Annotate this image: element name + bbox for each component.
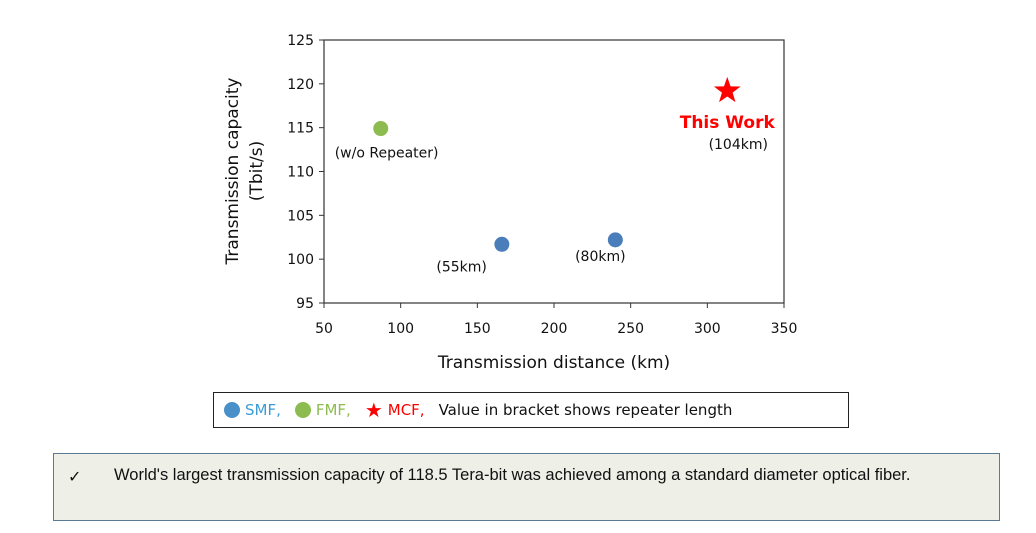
point-label: (80km) <box>575 249 625 265</box>
legend-fmf-label: FMF, <box>315 401 351 419</box>
y-axis-title-line2: (Tbit/s) <box>247 141 267 201</box>
point-labels: (w/o Repeater) (55km) (80km) This Work (104k… <box>335 113 776 275</box>
mcf-star-icon: ★ <box>364 398 383 422</box>
x-tick-label: 350 <box>771 321 798 337</box>
y-tick-label: 120 <box>287 77 314 93</box>
legend-mcf-label: MCF, <box>387 401 425 419</box>
y-tick-label: 95 <box>296 296 314 312</box>
scatter-chart: 95 100 105 110 115 120 125 50 100 150 200 250 300 35… <box>223 33 797 373</box>
x-tick-label: 250 <box>617 321 644 337</box>
x-tick-label: 100 <box>387 321 414 337</box>
y-tick-label: 115 <box>287 121 314 137</box>
x-tick-label: 150 <box>464 321 491 337</box>
legend-smf-label: SMF, <box>245 401 281 419</box>
fmf-point <box>373 121 389 137</box>
x-tick-label: 50 <box>315 321 333 337</box>
smf-marker-icon <box>224 402 240 418</box>
summary-note-text: World's largest transmission capacity of… <box>114 466 911 484</box>
checkmark-icon: ✓ <box>68 467 82 486</box>
x-axis-ticks: 50 100 150 200 250 300 350 <box>315 303 797 337</box>
fmf-marker-icon <box>294 402 311 418</box>
x-tick-label: 300 <box>694 321 721 337</box>
legend: SMF, FMF, ★ MCF, Value in bracket shows … <box>213 392 849 428</box>
point-label: (55km) <box>436 259 486 275</box>
summary-note-box: ✓ World's largest transmission capacity … <box>53 453 1000 521</box>
y-axis-ticks: 95 100 105 110 115 120 125 <box>287 33 324 312</box>
plot-area-frame <box>323 39 785 304</box>
smf-point <box>607 232 623 248</box>
data-points <box>373 76 741 252</box>
y-axis-title-line1: Transmission capacity <box>223 78 243 266</box>
x-axis-title: Transmission distance (km) <box>437 353 670 373</box>
point-label: (104km) <box>709 137 768 153</box>
this-work-label: This Work <box>680 113 776 133</box>
y-tick-label: 125 <box>287 33 314 49</box>
smf-point <box>494 236 510 252</box>
y-tick-label: 105 <box>287 208 314 224</box>
y-tick-label: 110 <box>287 165 314 181</box>
point-label: (w/o Repeater) <box>335 146 439 162</box>
mcf-star-point <box>713 76 741 103</box>
y-tick-label: 100 <box>287 252 314 268</box>
x-tick-label: 200 <box>541 321 568 337</box>
legend-note: Value in bracket shows repeater length <box>438 401 733 419</box>
